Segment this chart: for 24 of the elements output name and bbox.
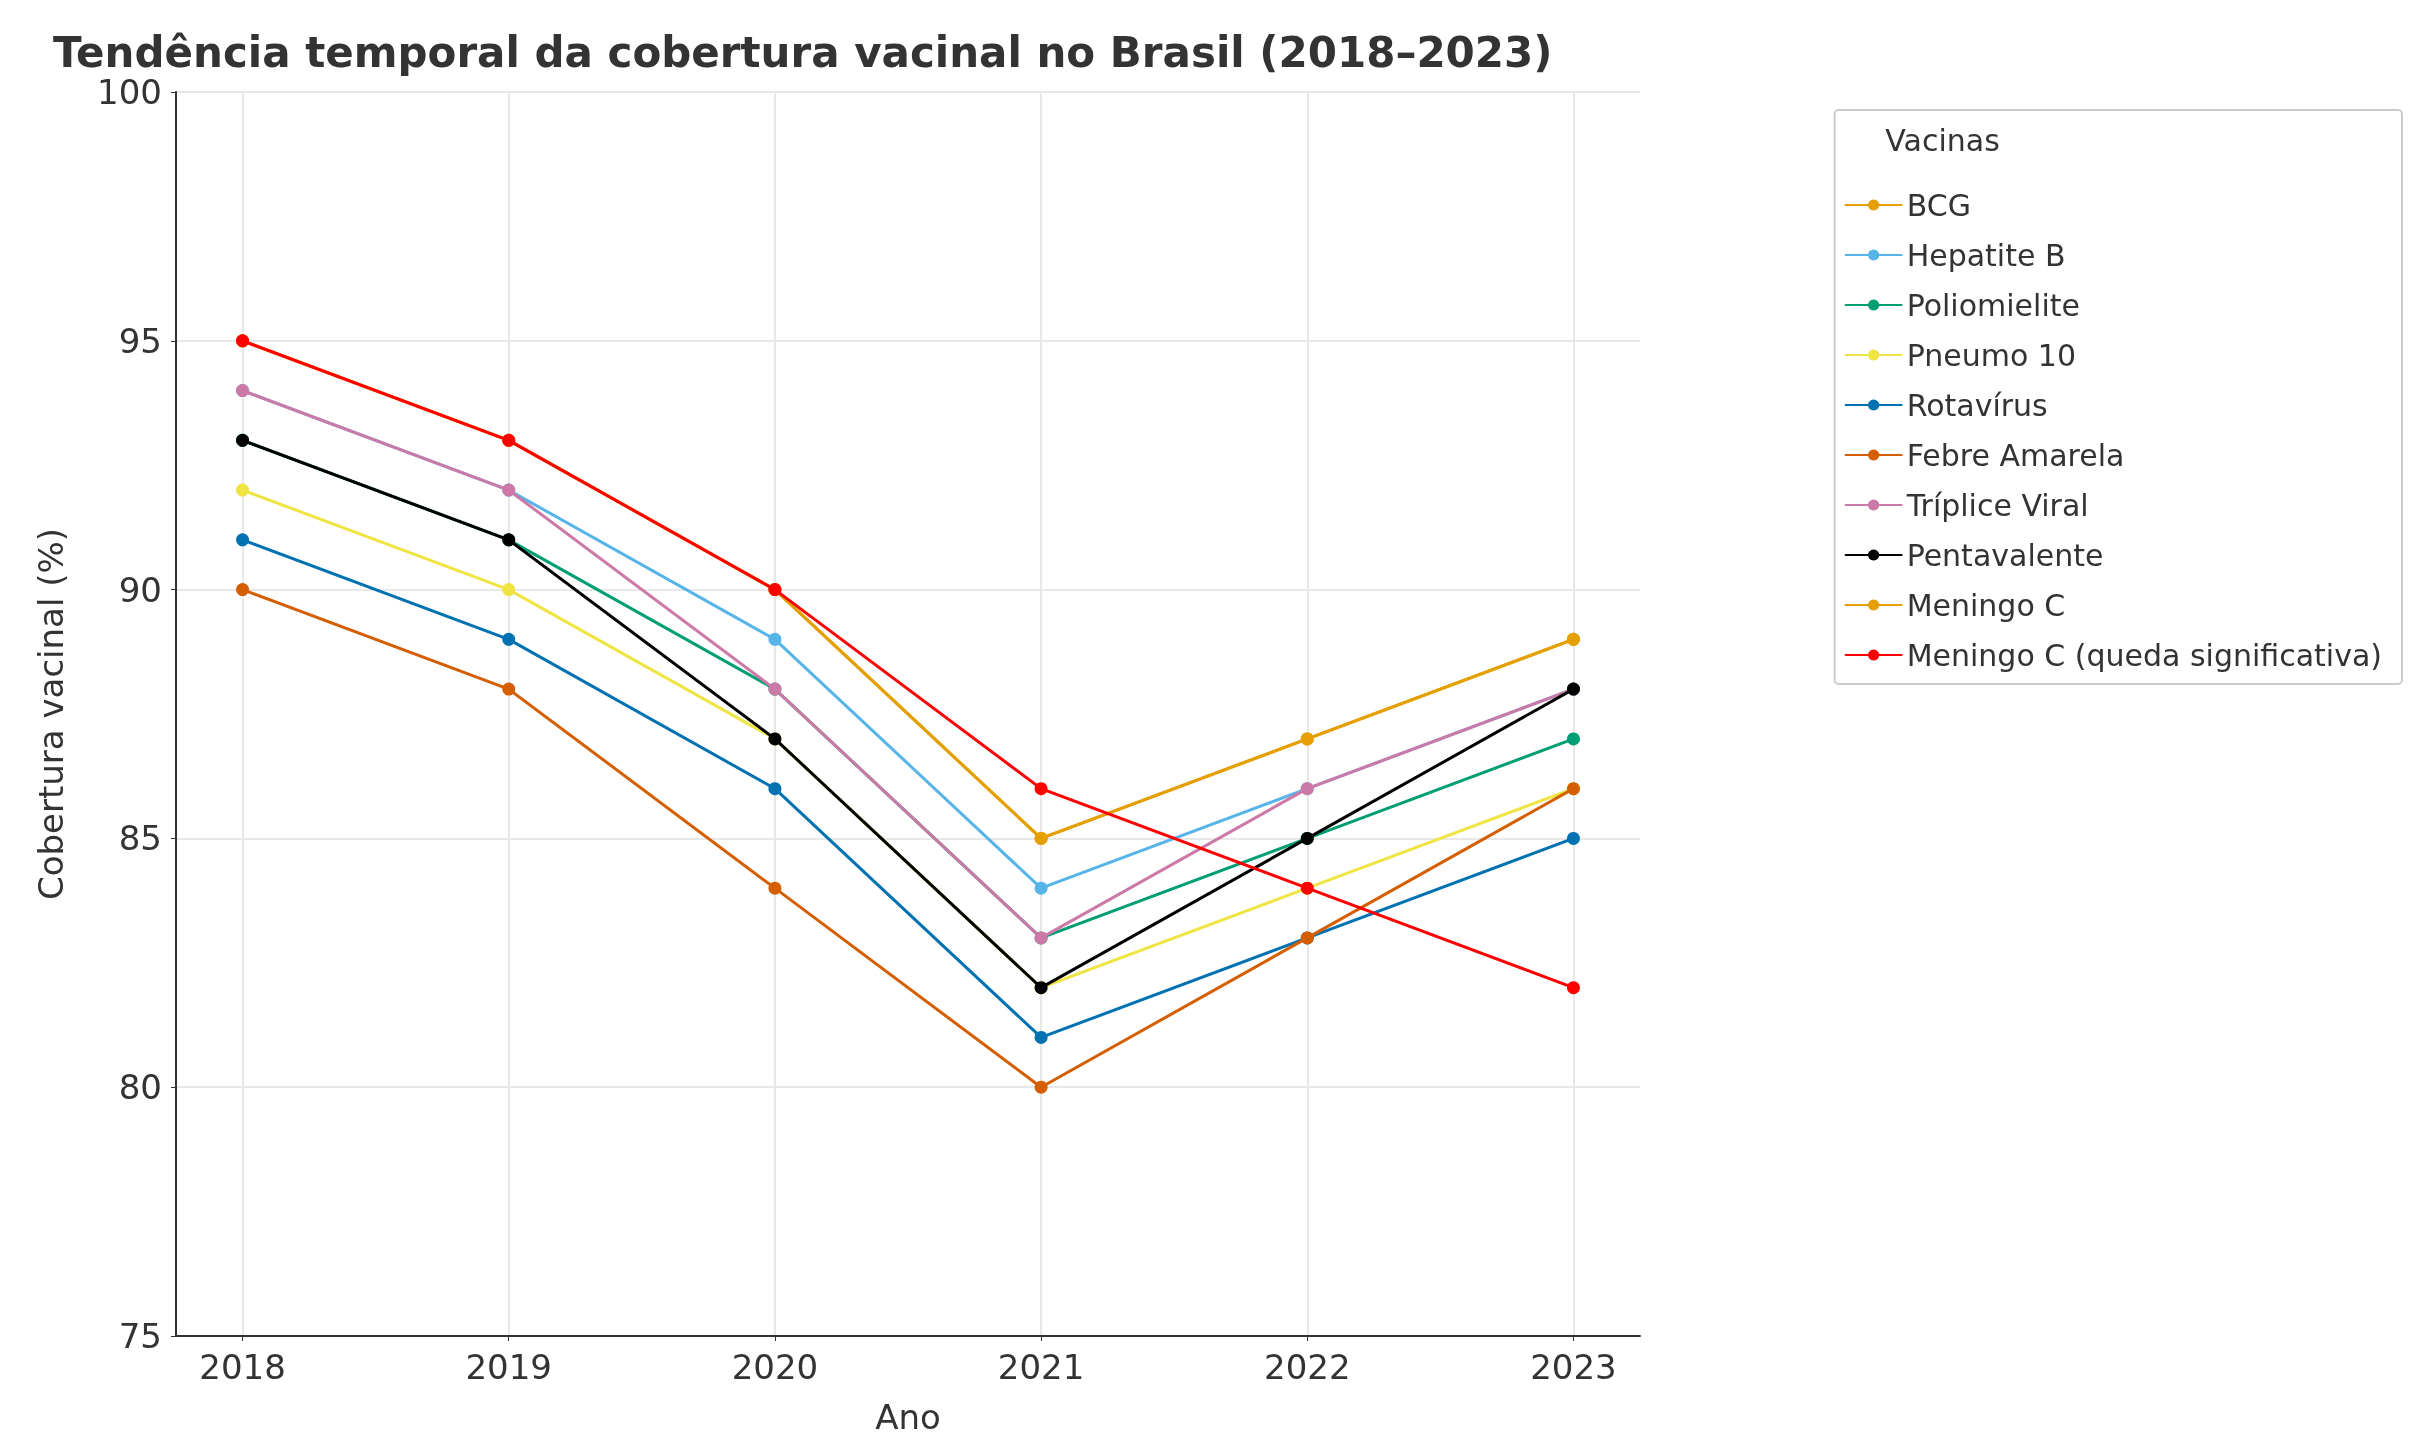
legend-label: Hepatite B — [1906, 237, 2066, 273]
y-tick-label: 90 — [118, 569, 162, 610]
legend-label: Pentavalente — [1906, 537, 2104, 573]
y-tick-label: 80 — [118, 1067, 162, 1108]
x-tick-label: 2020 — [731, 1347, 819, 1387]
legend-label: Poliomielite — [1906, 287, 2080, 323]
legend-label: BCG — [1906, 187, 1971, 223]
x-tick-label: 2019 — [465, 1347, 552, 1387]
x-tick-label: 2018 — [199, 1347, 286, 1387]
x-tick-label: 2021 — [997, 1347, 1085, 1387]
y-tick-label: 75 — [118, 1316, 162, 1356]
x-axis-title: Ano — [875, 1397, 941, 1437]
legend-label: Meningo C (queda significativa) — [1906, 637, 2382, 673]
y-tick-label: 95 — [118, 320, 162, 361]
legend-label: Febre Amarela — [1906, 437, 2125, 473]
y-tick-label: 85 — [118, 818, 162, 859]
legend-label: Rotavírus — [1906, 387, 2048, 423]
legend-label: Tríplice Viral — [1905, 487, 2089, 523]
y-axis-title: Cobertura vacinal (%) — [31, 527, 71, 901]
x-tick-label: 2022 — [1264, 1347, 1351, 1387]
legend-title: Vacinas — [1885, 122, 2000, 158]
x-tick-label: 2023 — [1530, 1347, 1617, 1387]
legend-label: Meningo C — [1906, 587, 2066, 623]
legend-label: Pneumo 10 — [1906, 337, 2076, 373]
